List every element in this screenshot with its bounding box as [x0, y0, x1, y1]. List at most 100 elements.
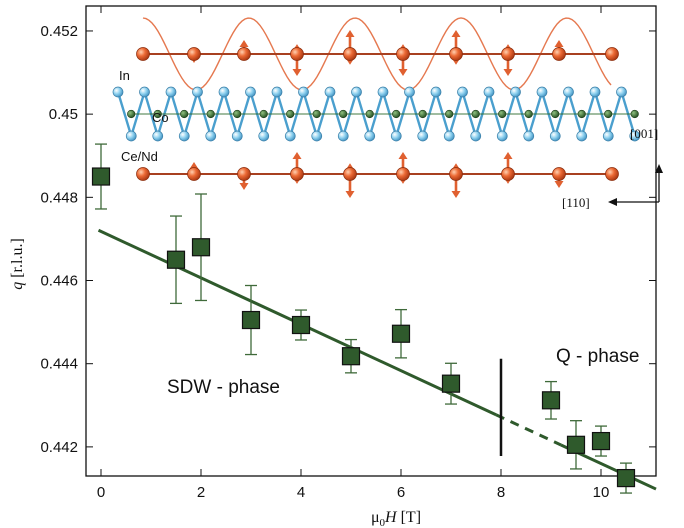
spin-top-5-head [398, 69, 408, 76]
co-atom [630, 109, 639, 119]
co-atom [206, 109, 215, 119]
y-tick-label-5: 0.452 [40, 23, 78, 40]
in-atom [205, 130, 217, 142]
ce-atom-bottom-1 [187, 167, 201, 181]
in-atom [152, 130, 164, 142]
x-axis-unit: [T] [397, 509, 421, 526]
label-direction-001: [001] [630, 126, 658, 141]
ce-atom-top-5 [396, 47, 410, 61]
dir-arrow-001-head [655, 164, 663, 173]
co-atom [551, 109, 560, 119]
in-atom [602, 130, 614, 142]
square-marker [241, 310, 261, 330]
co-atom [312, 109, 321, 119]
crystal-structure-inset [112, 17, 663, 206]
spin-top-4-head [345, 30, 355, 37]
square-marker [166, 250, 186, 269]
square-marker [591, 431, 611, 451]
in-atom [125, 130, 137, 142]
y-axis-unit: [r.l.u.] [9, 238, 26, 282]
fit-line-dashed [495, 413, 562, 447]
data-point-0 [91, 143, 111, 210]
in-atom [470, 130, 482, 142]
ce-atom-bottom-5 [396, 167, 410, 181]
square-marker [91, 167, 111, 186]
square-marker [341, 347, 361, 366]
in-atom [298, 86, 309, 98]
in-atom [364, 130, 376, 142]
square-marker [616, 468, 636, 488]
in-atom [523, 130, 535, 142]
ce-atom-top-3 [290, 47, 304, 61]
data-point-4 [291, 309, 311, 341]
ce-atom-bottom-9 [605, 167, 619, 181]
plot-frame [85, 5, 657, 477]
in-atom [324, 86, 336, 98]
ce-atom-bottom-3 [290, 167, 304, 181]
ce-atom-top-1 [187, 47, 201, 61]
x-tick-label-4: 8 [497, 484, 505, 501]
ce-atom-bottom-0 [136, 167, 150, 181]
co-atom [339, 109, 348, 119]
in-atom [178, 130, 190, 142]
in-atom [284, 130, 296, 142]
y-tick-label-2: 0.446 [40, 273, 78, 290]
co-atom [153, 109, 162, 119]
spin-bot-2-head [239, 183, 249, 190]
spin-bot-7-head [503, 152, 513, 159]
x-axis-var: H [384, 509, 398, 526]
spin-bot-1-head [189, 162, 199, 169]
in-atom [417, 130, 429, 142]
x-tick-label-3: 6 [397, 484, 405, 501]
in-atom [576, 130, 588, 142]
spin-top-7-head [503, 69, 513, 76]
y-tick-label-3: 0.448 [40, 189, 78, 206]
in-atom [563, 86, 574, 98]
in-atom [457, 86, 468, 98]
co-atom [127, 109, 136, 119]
ce-atom-top-8 [552, 47, 566, 61]
in-atom [377, 86, 389, 98]
co-atom [233, 109, 242, 119]
spin-bot-5-head [398, 152, 408, 159]
square-marker [291, 315, 311, 335]
in-atom [536, 86, 548, 98]
in-atom [351, 86, 362, 98]
data-point-11 [616, 462, 636, 494]
square-marker [441, 374, 461, 393]
in-atom [231, 130, 243, 142]
ce-atom-bottom-7 [501, 167, 515, 181]
y-axis-title: q [r.l.u.] [9, 238, 26, 290]
co-atom [577, 109, 586, 119]
in-atom [629, 130, 641, 142]
ce-atom-bottom-6 [449, 167, 463, 181]
label-co: Co [152, 110, 169, 125]
in-atom [390, 130, 402, 142]
in-atom [192, 86, 203, 98]
y-axis-var: q [9, 282, 26, 290]
co-atom [180, 109, 189, 119]
in-atom [616, 86, 627, 98]
co-atom [259, 109, 268, 119]
dir-arrow-110-head [608, 198, 617, 206]
spin-top-6-head [451, 30, 461, 37]
ce-atom-top-9 [605, 47, 619, 61]
spin-bot-8-head [554, 181, 564, 188]
in-atom [430, 86, 442, 98]
x-axis-sub: 0 [380, 517, 386, 528]
ce-atom-bottom-2 [237, 167, 251, 181]
annotation-sdw-phase: SDW - phase [167, 377, 280, 398]
co-atom [524, 109, 533, 119]
spin-bot-6-head [451, 191, 461, 198]
x-tick-label-1: 2 [197, 484, 205, 501]
ce-atom-top-0 [136, 47, 150, 61]
spin-bot-3-head [292, 152, 302, 159]
ce-atom-bottom-4 [343, 167, 357, 181]
data-point-7 [441, 362, 461, 405]
in-atom [258, 130, 270, 142]
in-atom [549, 130, 561, 142]
in-atom [271, 86, 283, 98]
in-atom [165, 86, 177, 98]
in-atom [510, 86, 521, 98]
spin-top-8-head [554, 40, 564, 47]
